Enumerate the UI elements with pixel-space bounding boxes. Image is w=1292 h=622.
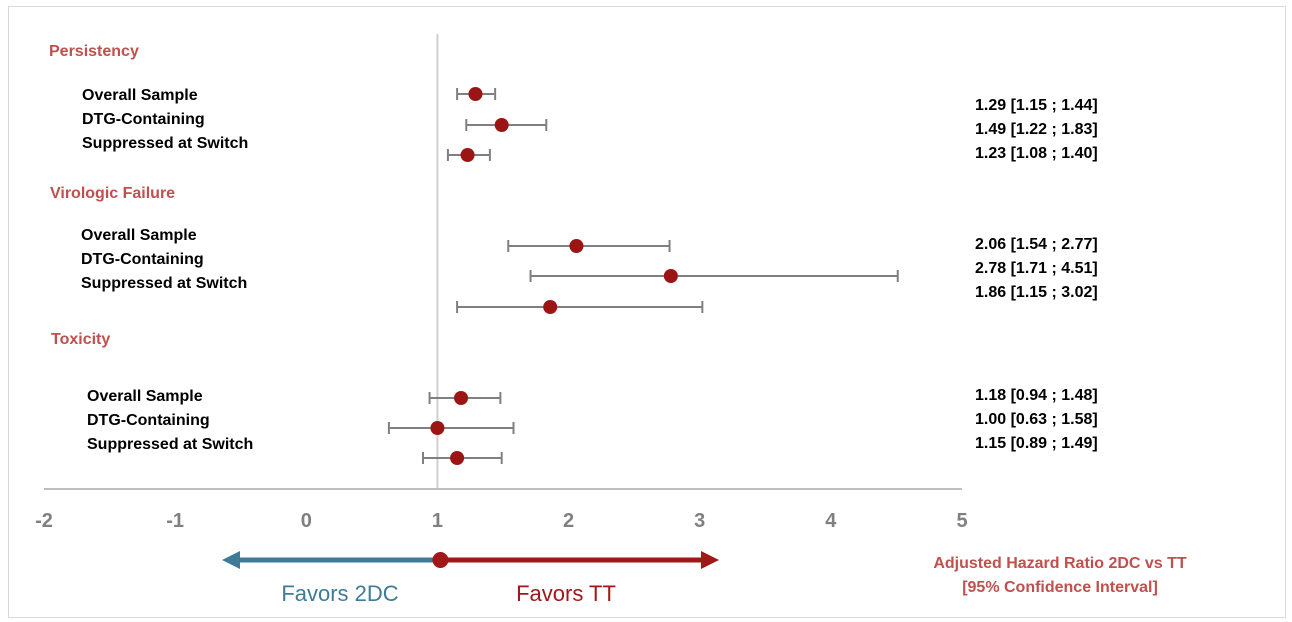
x-tick-label: 0 bbox=[301, 510, 312, 532]
estimate-point bbox=[430, 421, 445, 435]
row-label: DTG-Containing bbox=[82, 111, 205, 128]
chart-frame bbox=[8, 6, 1286, 618]
estimate-point bbox=[663, 269, 678, 283]
estimate-value-label: 1.15 [0.89 ; 1.49] bbox=[975, 435, 1098, 452]
x-tick-label: 2 bbox=[563, 510, 574, 532]
estimate-value-label: 2.06 [1.54 ; 2.77] bbox=[975, 236, 1098, 253]
reference-marker bbox=[432, 552, 449, 568]
row-label: Suppressed at Switch bbox=[87, 436, 253, 453]
row-label: DTG-Containing bbox=[81, 251, 204, 268]
group-label: Persistency bbox=[49, 43, 139, 60]
x-tick-label: -2 bbox=[35, 510, 53, 532]
estimate-point bbox=[569, 239, 584, 253]
x-tick-label: 5 bbox=[956, 510, 967, 532]
estimate-value-label: 1.86 [1.15 ; 3.02] bbox=[975, 284, 1098, 301]
favors-tt-arrowhead bbox=[701, 551, 719, 569]
value-header-line2: [95% Confidence Interval] bbox=[962, 579, 1158, 596]
estimate-point bbox=[543, 300, 558, 314]
x-tick-label: 3 bbox=[694, 510, 705, 532]
estimate-value-label: 1.29 [1.15 ; 1.44] bbox=[975, 97, 1098, 114]
favors-2dc-label: Favors 2DC bbox=[281, 581, 398, 606]
estimate-value-label: 1.49 [1.22 ; 1.83] bbox=[975, 121, 1098, 138]
x-tick-label: -1 bbox=[166, 510, 184, 532]
value-header-line1: Adjusted Hazard Ratio 2DC vs TT bbox=[933, 555, 1187, 572]
estimate-point bbox=[450, 451, 465, 465]
row-label: Overall Sample bbox=[82, 87, 198, 104]
favors-tt-label: Favors TT bbox=[516, 581, 616, 606]
estimate-value-label: 1.23 [1.08 ; 1.40] bbox=[975, 145, 1098, 162]
x-tick-label: 4 bbox=[825, 510, 837, 532]
estimate-value-label: 1.00 [0.63 ; 1.58] bbox=[975, 411, 1098, 428]
estimate-point bbox=[494, 118, 509, 132]
estimate-point bbox=[460, 148, 475, 162]
estimate-point bbox=[468, 87, 483, 101]
x-tick-label: 1 bbox=[432, 510, 443, 532]
estimate-value-label: 2.78 [1.71 ; 4.51] bbox=[975, 260, 1098, 277]
estimate-value-label: 1.18 [0.94 ; 1.48] bbox=[975, 387, 1098, 404]
row-label: Suppressed at Switch bbox=[81, 275, 247, 292]
estimate-point bbox=[454, 391, 469, 405]
row-label: Overall Sample bbox=[81, 227, 197, 244]
row-label: DTG-Containing bbox=[87, 412, 210, 429]
row-label: Suppressed at Switch bbox=[82, 135, 248, 152]
favors-2dc-arrowhead bbox=[222, 551, 240, 569]
group-label: Toxicity bbox=[51, 331, 110, 348]
group-label: Virologic Failure bbox=[50, 185, 175, 202]
row-label: Overall Sample bbox=[87, 388, 203, 405]
